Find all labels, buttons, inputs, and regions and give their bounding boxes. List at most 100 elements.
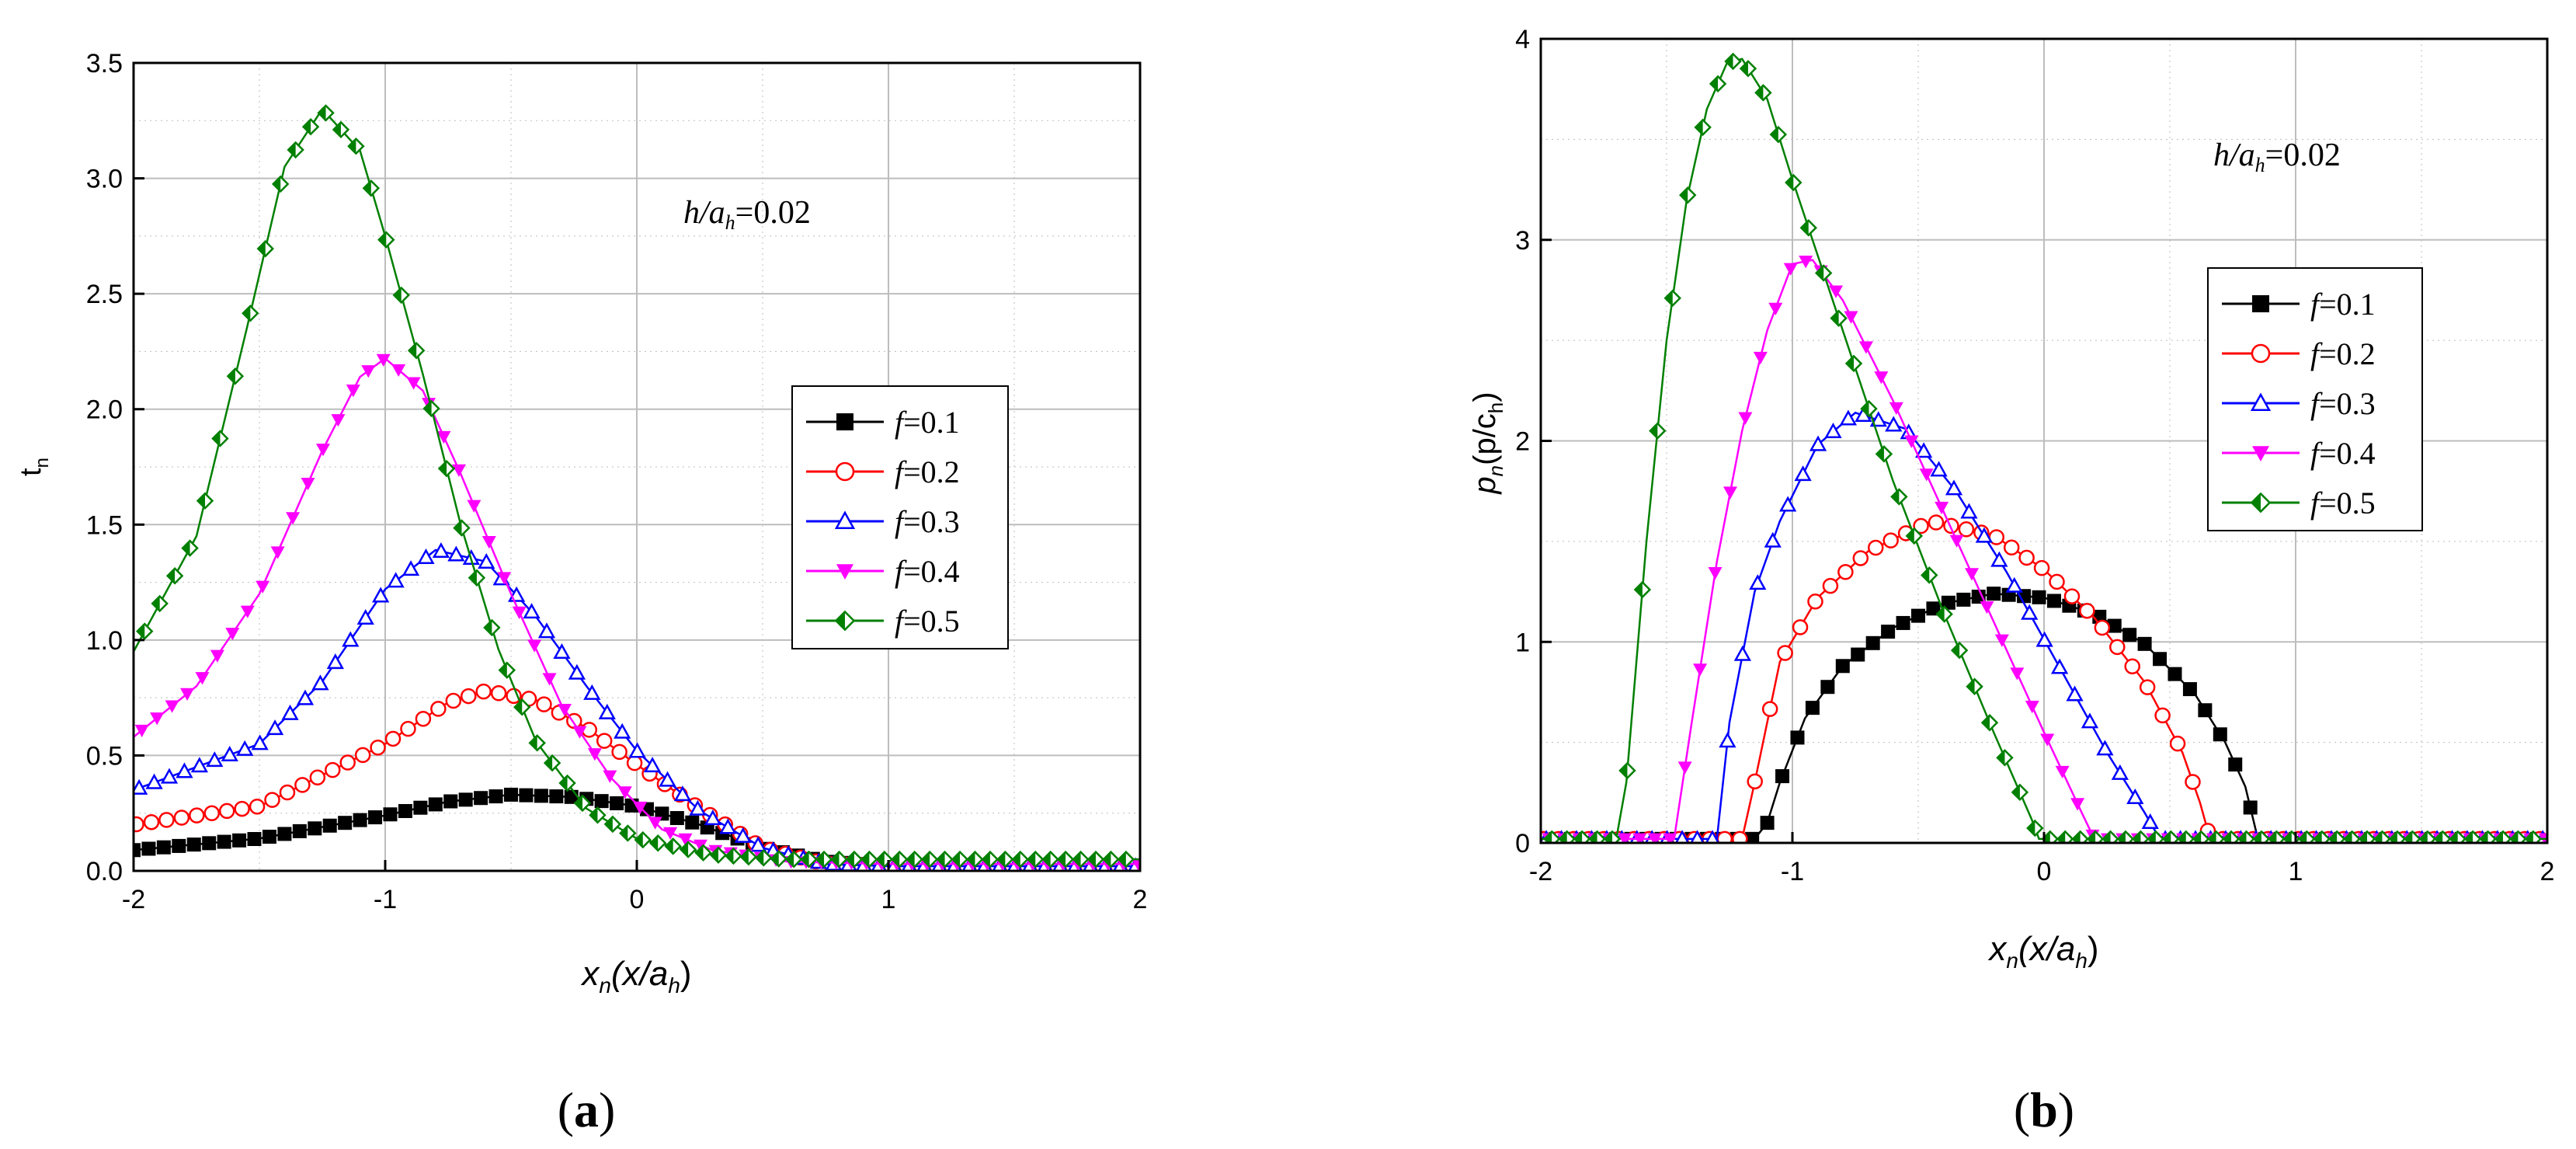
data-point (663, 827, 678, 840)
data-point-fill (560, 775, 568, 791)
data-point (206, 751, 224, 768)
data-point (1617, 833, 1632, 843)
legend-marker (2252, 295, 2269, 312)
data-point-fill (2284, 831, 2292, 843)
data-point (460, 688, 477, 705)
data-point (2327, 830, 2346, 843)
series-f-0-2 (134, 683, 1140, 871)
data-point (1960, 503, 1978, 519)
legend-marker-fill (836, 611, 845, 630)
data-point (2213, 727, 2227, 742)
data-point-fill (861, 851, 870, 867)
data-point (2463, 830, 2482, 843)
data-point (536, 696, 552, 712)
series-f-0-2 (1541, 514, 2547, 843)
data-point (996, 850, 1014, 869)
data-point (2033, 559, 2050, 576)
data-point (453, 519, 471, 537)
data-point (292, 823, 307, 838)
data-point-fill (741, 849, 749, 865)
data-point (1739, 60, 1757, 78)
data-point (151, 594, 169, 613)
data-point-fill (650, 835, 659, 851)
data-point (331, 414, 346, 427)
data-point (1663, 289, 1681, 308)
data-point-fill (318, 105, 326, 120)
data-point-fill (1544, 831, 1552, 843)
data-point-fill (1574, 831, 1583, 843)
data-point (614, 722, 631, 739)
data-point (173, 810, 190, 826)
data-point (1820, 680, 1835, 695)
data-point (2005, 576, 2023, 593)
data-point (1785, 173, 1803, 192)
legend-item: f=0.4 (806, 554, 960, 589)
data-point (2139, 679, 2156, 695)
data-point-fill (1846, 356, 1855, 371)
data-point-fill (499, 663, 507, 678)
data-point (1875, 445, 1893, 463)
data-point-fill (892, 851, 900, 867)
x-tick-label: 2 (1133, 885, 1148, 914)
data-point (2313, 830, 2331, 843)
data-point (158, 812, 175, 828)
data-point (384, 730, 402, 747)
plot-frame-a (132, 61, 1142, 872)
legend-label: f=0.1 (2310, 287, 2376, 322)
data-point (2056, 830, 2074, 843)
data-point (1935, 605, 1953, 623)
series-f-0-5 (1541, 52, 2547, 843)
data-point-fill (771, 851, 779, 866)
data-point (181, 539, 199, 557)
data-point (2169, 735, 2186, 752)
data-point (189, 807, 205, 823)
data-point (589, 806, 607, 824)
y-tick-label: 0.0 (86, 857, 123, 886)
data-point (2373, 830, 2391, 843)
data-point (2153, 652, 2168, 667)
data-point (141, 841, 156, 856)
data-point (1860, 399, 1878, 418)
data-point (2343, 830, 2361, 843)
series-group-b (1541, 52, 2547, 843)
legend-marker (835, 461, 855, 482)
data-point (2404, 830, 2421, 843)
data-point (392, 286, 410, 305)
data-point (150, 712, 165, 726)
legend-marker (2252, 446, 2269, 461)
data-point (1913, 517, 1929, 534)
data-point (417, 548, 435, 565)
data-point (1745, 831, 1760, 843)
data-point-fill (1891, 489, 1900, 504)
data-point (2162, 830, 2180, 843)
legend-label: f=0.5 (2310, 486, 2376, 521)
data-point (445, 692, 462, 709)
data-point-fill (2073, 831, 2081, 843)
data-point-fill (1710, 76, 1719, 92)
data-point (1807, 594, 1823, 610)
data-point (1723, 486, 1737, 500)
data-point (2101, 830, 2119, 843)
data-point (1056, 850, 1075, 869)
legend-box (2207, 267, 2423, 531)
data-point (1794, 465, 1812, 482)
data-point (2010, 667, 2025, 681)
data-point (2388, 830, 2407, 843)
data-point (610, 796, 624, 810)
x-tick-label: 0 (2037, 857, 2052, 886)
data-point (603, 770, 617, 783)
legend-marker (2251, 343, 2271, 364)
data-point (407, 342, 426, 360)
data-point (176, 762, 193, 778)
data-point-fill (167, 568, 176, 583)
data-point (402, 560, 420, 576)
data-point-fill (2329, 831, 2338, 843)
data-point (2222, 830, 2241, 843)
legend-label: f=0.2 (895, 454, 960, 489)
legend-item: f=0.5 (2222, 486, 2376, 521)
data-point (315, 444, 330, 457)
data-point-fill (725, 848, 734, 864)
data-point-fill (846, 851, 854, 867)
data-point (428, 797, 443, 812)
legend-item: f=0.2 (2222, 336, 2376, 371)
